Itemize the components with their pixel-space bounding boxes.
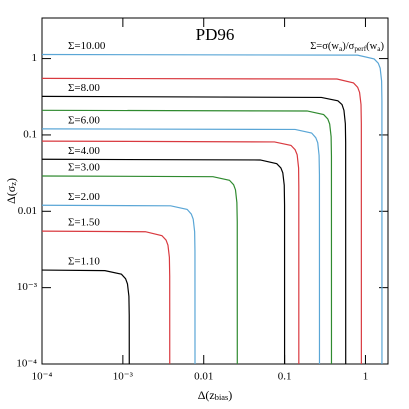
- label-part: Δ(σ: [4, 185, 18, 204]
- subscript: z: [9, 182, 18, 186]
- contour-label: Σ=1.10: [68, 256, 100, 268]
- label-part: ): [4, 178, 18, 182]
- contour-line: [41, 230, 171, 365]
- x-tick-label: 10⁻⁴: [32, 371, 53, 383]
- y-tick-label: 0.1: [23, 128, 37, 140]
- contour-line: [41, 204, 196, 365]
- contour-line: [41, 175, 238, 365]
- contour-line: [41, 109, 333, 365]
- subscript: a: [339, 44, 343, 53]
- subscript: perf: [354, 44, 366, 53]
- y-tick-label: 0.01: [18, 205, 37, 217]
- x-tick-label: 0.01: [194, 371, 213, 383]
- label-part: (w: [366, 41, 377, 52]
- contour-line: [41, 128, 321, 365]
- contour-label: Σ=6.00: [68, 114, 100, 126]
- contour-label: Σ=10.00: [68, 40, 106, 52]
- contour-line: [41, 158, 286, 365]
- contour-label: Σ=2.00: [68, 191, 100, 203]
- contour-line: [41, 77, 362, 365]
- plot-frame: [41, 17, 389, 365]
- x-axis-label: Δ(zbias): [198, 388, 233, 403]
- contour-label: Σ=4.00: [68, 145, 100, 157]
- contour-line: [41, 140, 300, 365]
- formula: Σ=σ(wa)/σperf(wa): [310, 41, 384, 52]
- y-tick-label: 10⁻³: [17, 281, 38, 293]
- contour-label: Σ=3.00: [68, 162, 100, 174]
- x-tick-label: 1: [363, 371, 369, 383]
- contour-label: Σ=8.00: [68, 82, 100, 94]
- y-tick-label: 1: [32, 52, 38, 64]
- label-part: Σ=σ(w: [310, 41, 339, 52]
- x-tick-label: 10⁻³: [113, 371, 134, 383]
- label-part: )/σ: [342, 41, 354, 52]
- y-axis-label: Δ(σz): [4, 178, 19, 204]
- contour-line: [41, 53, 383, 365]
- y-tick-label: 10⁻⁴: [16, 358, 37, 370]
- label-part: Δ(z: [198, 388, 215, 402]
- label-part: ): [228, 388, 232, 402]
- contour-label: Σ=1.50: [68, 217, 100, 229]
- chart-title: PD96: [196, 25, 235, 44]
- subscript: bias: [215, 393, 229, 402]
- label-part: ): [381, 41, 385, 52]
- contour-line: [41, 95, 347, 365]
- subscript: a: [377, 44, 381, 53]
- contour-line: [41, 269, 130, 365]
- x-tick-label: 0.1: [278, 371, 292, 383]
